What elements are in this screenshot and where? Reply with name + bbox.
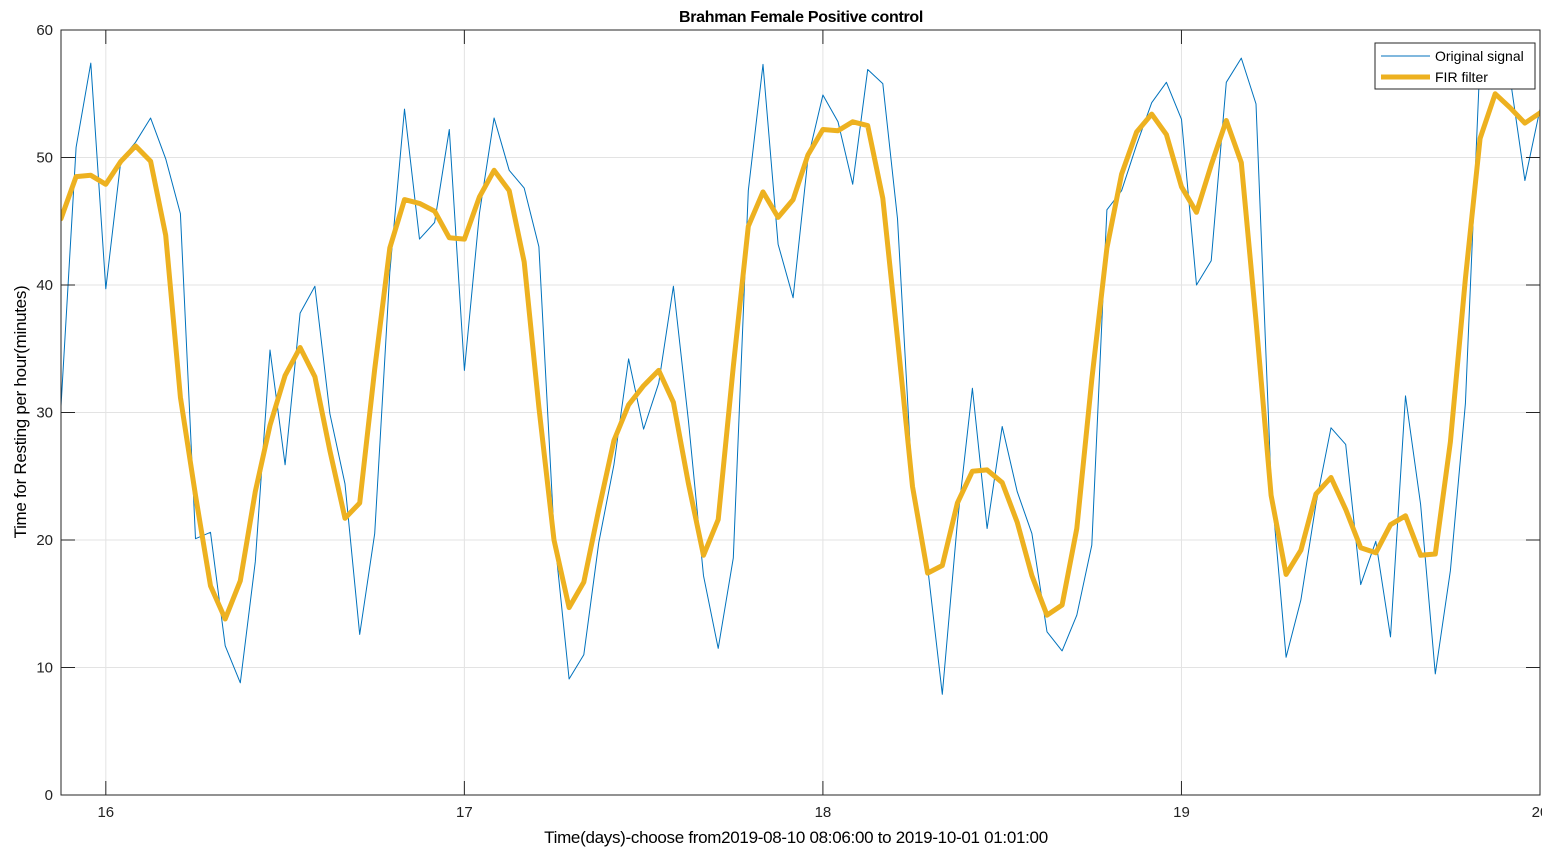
series-line-fir-filter <box>61 91 1540 622</box>
y-tick-label: 40 <box>36 277 53 294</box>
y-tick-label: 0 <box>45 787 53 804</box>
x-axis-label: Time(days)-choose from2019-08-10 08:06:0… <box>544 828 1048 847</box>
series-group <box>61 57 1540 695</box>
series-line-original-signal <box>61 57 1540 695</box>
y-tick-label: 50 <box>36 150 53 167</box>
x-tick-label: 19 <box>1173 804 1190 821</box>
x-tick-label: 18 <box>815 804 832 821</box>
y-tick-label: 60 <box>36 22 53 39</box>
ticks: 16 17 18 19 20 0 10 20 30 40 50 60 <box>36 22 1542 821</box>
legend-label-original-signal: Original signal <box>1435 48 1524 64</box>
chart-title: Brahman Female Positive control <box>679 9 923 26</box>
x-tick-label: 20 <box>1532 804 1542 821</box>
y-tick-label: 10 <box>36 660 53 677</box>
legend: Original signal FIR filter <box>1374 42 1536 90</box>
legend-box <box>1374 42 1536 90</box>
legend-label-fir-filter: FIR filter <box>1435 69 1488 85</box>
y-tick-label: 30 <box>36 405 53 422</box>
x-tick-label: 16 <box>97 804 114 821</box>
x-tick-label: 17 <box>456 804 473 821</box>
y-tick-label: 20 <box>36 532 53 549</box>
y-axis-label: Time for Resting per hour(minutes) <box>11 286 30 539</box>
